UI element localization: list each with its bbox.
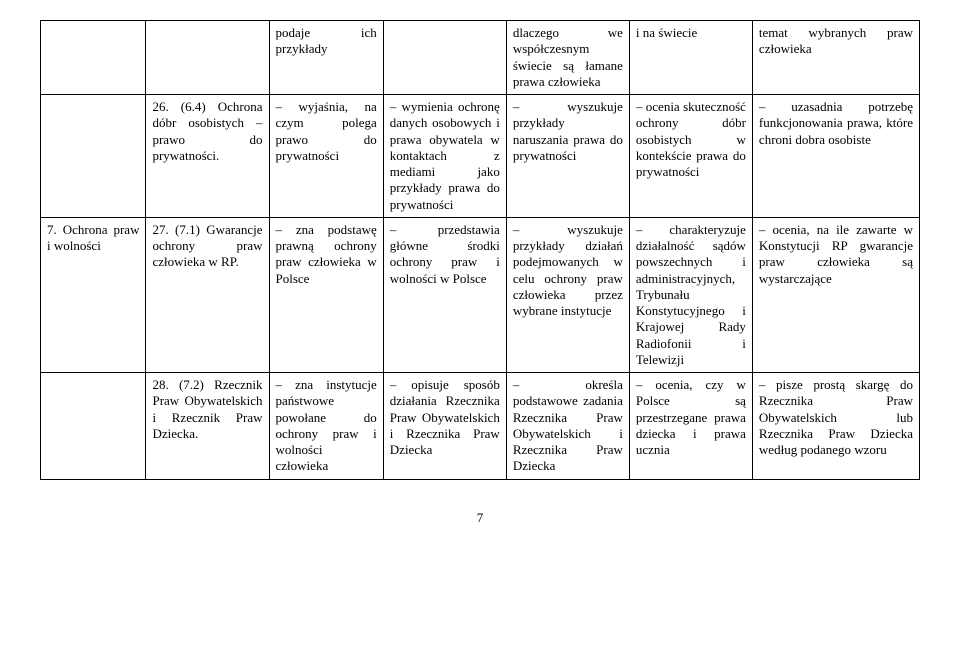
page-container: podaje ich przykłady dlaczego we współcze…	[0, 0, 960, 526]
table-cell	[146, 21, 269, 95]
table-cell: – pisze prostą skargę do Rzecznika Praw …	[752, 373, 919, 480]
table-cell: 26. (6.4) Ochrona dóbr osobistych – praw…	[146, 95, 269, 218]
table-cell: – ocenia, czy w Polsce są przestrzegane …	[629, 373, 752, 480]
table-cell	[41, 95, 146, 218]
page-number: 7	[40, 510, 920, 526]
table-cell: – uzasadnia potrzebę funkcjonowania praw…	[752, 95, 919, 218]
table-cell: – opisuje sposób działania Rzecznika Pra…	[383, 373, 506, 480]
table-cell: – zna podstawę prawną ochrony praw człow…	[269, 217, 383, 372]
table-cell	[41, 373, 146, 480]
table-row: 28. (7.2) Rzecznik Praw Obywatelskich i …	[41, 373, 920, 480]
table-cell: dlaczego we współczesnym świecie są łama…	[506, 21, 629, 95]
table-cell: – określa podstawowe zadania Rzecznika P…	[506, 373, 629, 480]
table-cell: 28. (7.2) Rzecznik Praw Obywatelskich i …	[146, 373, 269, 480]
table-cell	[383, 21, 506, 95]
table-body: podaje ich przykłady dlaczego we współcze…	[41, 21, 920, 480]
table-cell: – ocenia skuteczność ochrony dóbr osobis…	[629, 95, 752, 218]
table-cell: 27. (7.1) Gwarancje ochrony praw człowie…	[146, 217, 269, 372]
curriculum-table: podaje ich przykłady dlaczego we współcze…	[40, 20, 920, 480]
table-cell: i na świecie	[629, 21, 752, 95]
table-cell: – wymienia ochronę danych osobowych i pr…	[383, 95, 506, 218]
table-cell: – wyszukuje przykłady naruszania prawa d…	[506, 95, 629, 218]
table-row: 26. (6.4) Ochrona dóbr osobistych – praw…	[41, 95, 920, 218]
table-cell: podaje ich przykłady	[269, 21, 383, 95]
table-cell: – ocenia, na ile zawarte w Konstytucji R…	[752, 217, 919, 372]
table-cell: – charakteryzuje działalność sądów powsz…	[629, 217, 752, 372]
table-cell: – zna instytucje państwowe powołane do o…	[269, 373, 383, 480]
table-cell	[41, 21, 146, 95]
table-row: podaje ich przykłady dlaczego we współcze…	[41, 21, 920, 95]
table-cell: – wyjaśnia, na czym polega prawo do pryw…	[269, 95, 383, 218]
table-cell: temat wybranych praw człowieka	[752, 21, 919, 95]
table-row: 7. Ochrona praw i wolności27. (7.1) Gwar…	[41, 217, 920, 372]
table-cell: – wyszukuje przykłady działań podejmowan…	[506, 217, 629, 372]
table-cell: 7. Ochrona praw i wolności	[41, 217, 146, 372]
table-cell: – przedstawia główne środki ochrony praw…	[383, 217, 506, 372]
